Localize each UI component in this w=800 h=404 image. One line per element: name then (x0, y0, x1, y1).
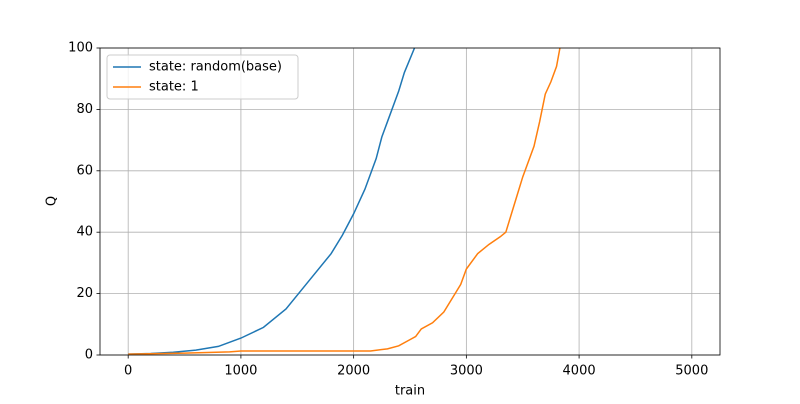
x-axis-label: train (395, 384, 425, 399)
y-axis-label: Q (45, 196, 60, 206)
legend-label: state: random(base) (149, 60, 282, 75)
x-tick-label: 3000 (450, 364, 483, 379)
y-tick-label: 20 (76, 286, 93, 301)
series-line (128, 48, 561, 355)
plot-lines (128, 48, 561, 355)
y-tick-label: 60 (76, 163, 93, 178)
y-tick-label: 40 (76, 225, 93, 240)
y-tick-label: 100 (68, 41, 93, 56)
legend-label: state: 1 (149, 80, 199, 95)
x-tick-label: 1000 (224, 364, 257, 379)
y-tick-label: 80 (76, 102, 93, 117)
x-tick-label: 2000 (337, 364, 370, 379)
y-tick-label: 0 (85, 348, 93, 363)
x-tick-label: 4000 (563, 364, 596, 379)
x-tick-label: 0 (124, 364, 132, 379)
plot-frame (99, 47, 721, 356)
series-line (128, 48, 416, 355)
x-tick-label: 5000 (675, 364, 708, 379)
legend-box (106, 54, 299, 100)
